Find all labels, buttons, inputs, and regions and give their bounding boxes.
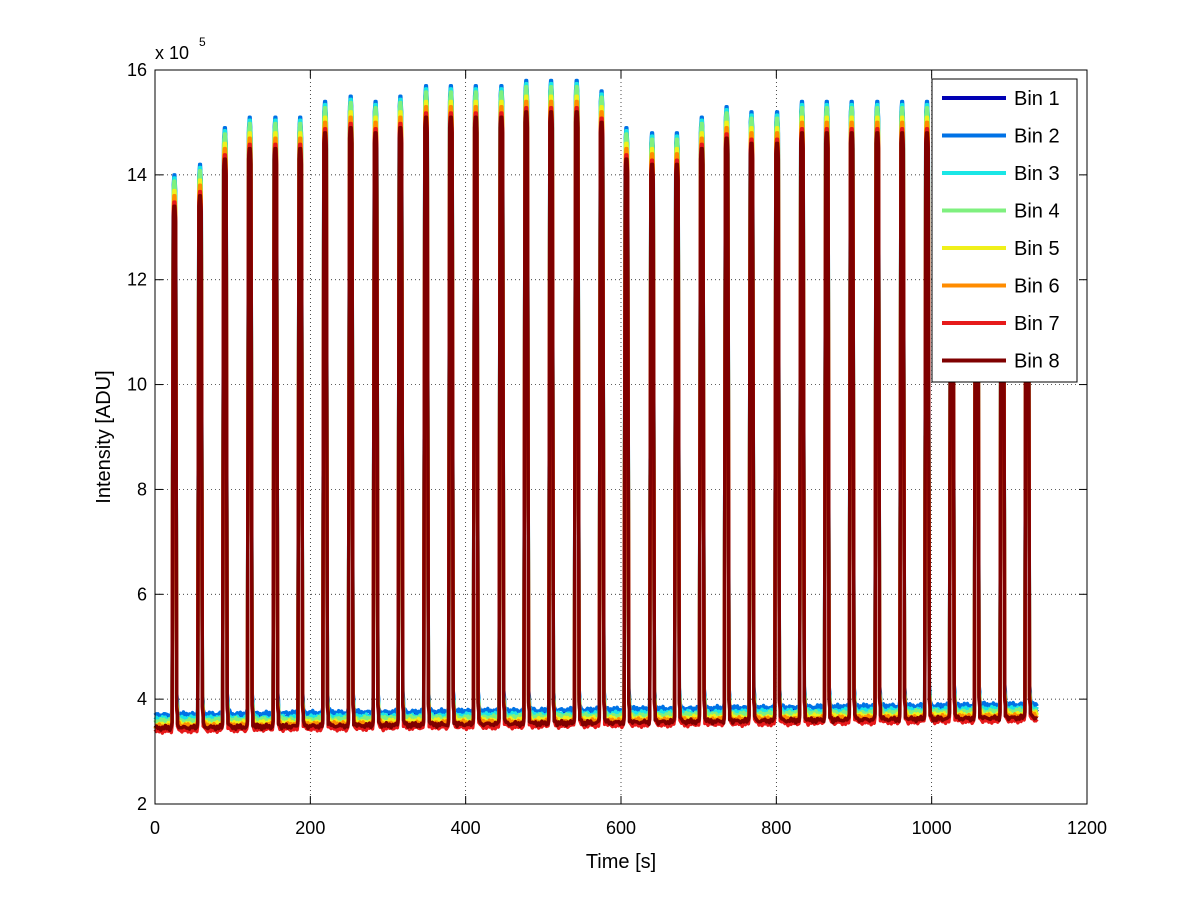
y-scale-exponent: 5 (199, 35, 206, 49)
y-axis: 2 4 6 8 10 12 14 16 (127, 60, 1087, 814)
legend-label: Bin 3 (1014, 163, 1060, 185)
y-tick-label: 16 (127, 60, 147, 80)
y-tick-label: 10 (127, 375, 147, 395)
x-axis: 0 200 400 600 800 1000 1200 (150, 70, 1107, 838)
y-tick-label: 8 (137, 479, 147, 499)
x-tick-label: 1200 (1067, 818, 1107, 838)
x-tick-label: 200 (295, 818, 325, 838)
y-tick-label: 12 (127, 270, 147, 290)
y-tick-label: 6 (137, 584, 147, 604)
legend-box (931, 78, 1078, 383)
y-tick-label: 4 (137, 689, 147, 709)
legend-label: Bin 5 (1014, 238, 1060, 260)
x-tick-label: 400 (451, 818, 481, 838)
legend-label: Bin 1 (1014, 88, 1060, 110)
legend-label: Bin 8 (1014, 351, 1060, 373)
x-tick-label: 0 (150, 818, 160, 838)
legend-label: Bin 6 (1014, 276, 1060, 298)
legend-label: Bin 4 (1014, 201, 1060, 223)
y-scale-label: x 10 (155, 43, 189, 63)
legend: Bin 1 Bin 2 Bin 3 Bin 4 Bin 5 Bin 6 Bin 7 Bin 8 (931, 78, 1078, 383)
series-line-bin-8 (153, 110, 1039, 733)
y-axis-label: Intensity [ADU] (93, 370, 115, 503)
legend-label: Bin 7 (1014, 313, 1060, 335)
x-tick-label: 600 (606, 818, 636, 838)
legend-label: Bin 2 (1014, 126, 1060, 148)
y-tick-label: 2 (137, 794, 147, 814)
x-tick-label: 1000 (912, 818, 952, 838)
x-tick-label: 800 (761, 818, 791, 838)
x-axis-label: Time [s] (586, 851, 656, 873)
series-layer (153, 78, 1039, 735)
y-tick-label: 14 (127, 165, 147, 185)
